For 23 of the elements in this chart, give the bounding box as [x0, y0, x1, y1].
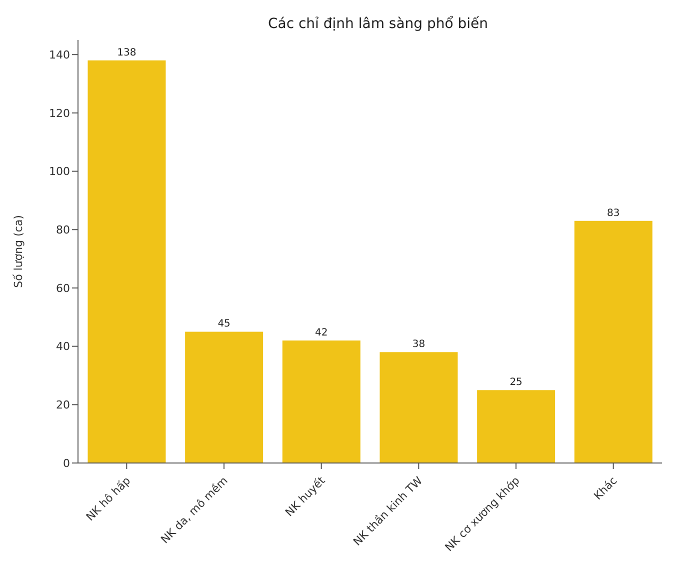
y-tick-label: 20 — [56, 398, 70, 412]
y-tick-label: 40 — [56, 340, 70, 354]
y-tick-label: 80 — [56, 224, 70, 237]
bar — [282, 340, 360, 463]
data-label: 138 — [117, 47, 136, 58]
bar — [477, 390, 556, 463]
bar — [574, 220, 652, 463]
y-tick-label: 140 — [49, 48, 70, 62]
bar — [185, 332, 264, 463]
y-tick-label: 0 — [63, 456, 70, 470]
y-tick-label: 60 — [56, 282, 70, 295]
x-tick-label: NK hô hấp — [84, 474, 134, 524]
data-label: 83 — [607, 208, 620, 219]
data-label: 42 — [315, 327, 328, 338]
y-tick-label: 120 — [49, 106, 70, 120]
bar — [88, 60, 166, 463]
y-tick-label: 100 — [49, 165, 70, 178]
chart-title: Các chỉ định lâm sàng phổ biến — [266, 16, 490, 32]
data-label: 45 — [218, 318, 230, 330]
y-axis-title: Số lượng (ca) — [12, 215, 25, 288]
data-label: 38 — [412, 339, 426, 350]
bar — [380, 352, 458, 463]
data-label: 25 — [510, 377, 522, 388]
